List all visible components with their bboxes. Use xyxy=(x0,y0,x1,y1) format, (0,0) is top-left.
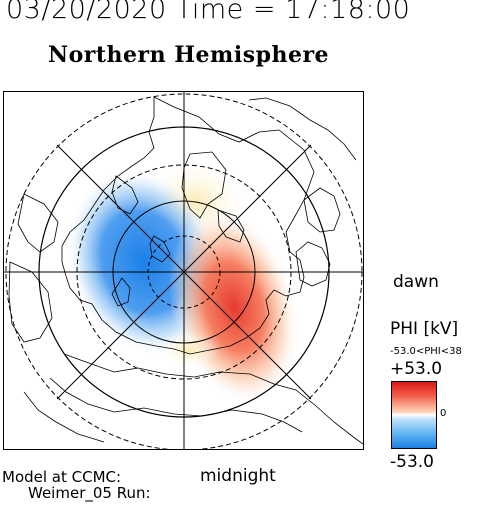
colorbar-zero-label: 0 xyxy=(440,408,447,419)
colorbar-title: PHI [kV] xyxy=(390,319,459,339)
colorbar-range-label: -53.0<PHI<38 xyxy=(390,346,462,357)
colorbar-min-label: -53.0 xyxy=(390,452,434,472)
midnight-label: midnight xyxy=(200,466,276,486)
credit-run: Weimer_05 Run: xyxy=(28,484,151,502)
grid-lines xyxy=(4,92,363,449)
coastlines xyxy=(8,96,363,445)
credit-model: Model at CCMC: xyxy=(2,468,122,486)
dawn-label: dawn xyxy=(393,272,439,292)
colorbar-max-label: +53.0 xyxy=(390,359,443,379)
polar-map-svg xyxy=(4,92,363,449)
hemisphere-title: Northern Hemisphere xyxy=(48,42,330,68)
polar-map-plot xyxy=(3,91,364,450)
date-time-title: 03/20/2020 Time = 17:18:00 xyxy=(6,0,411,25)
colorbar xyxy=(391,381,437,449)
